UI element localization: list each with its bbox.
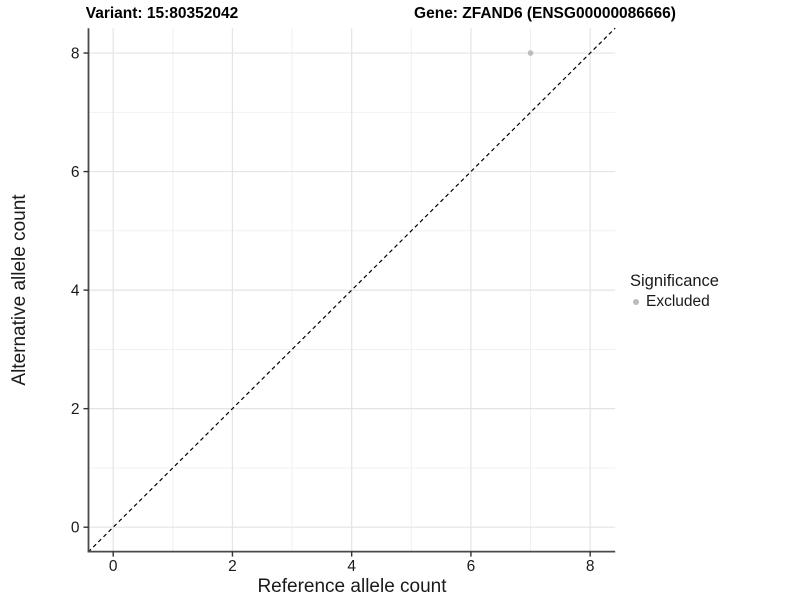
x-tick-label: 4 xyxy=(347,558,356,575)
legend-entry: Excluded xyxy=(633,293,719,311)
plot-title-gene: Gene: ZFAND6 (ENSG00000086666) xyxy=(414,5,676,22)
x-tick-label: 8 xyxy=(586,558,595,575)
y-tick-label: 6 xyxy=(71,164,80,181)
identity-dashed-line xyxy=(87,27,616,553)
y-tick-label: 0 xyxy=(71,520,80,537)
y-tick-label: 2 xyxy=(71,401,80,418)
legend-point-icon xyxy=(633,299,639,305)
legend-entry-label: Excluded xyxy=(646,293,710,310)
y-tick-label: 4 xyxy=(71,283,80,300)
plot-title-variant: Variant: 15:80352042 xyxy=(85,5,239,22)
x-axis-title: Reference allele count xyxy=(257,576,447,597)
x-tick-label: 6 xyxy=(467,558,476,575)
legend: Significance Excluded xyxy=(630,272,719,311)
data-point xyxy=(527,50,534,56)
legend-title: Significance xyxy=(630,272,719,290)
y-tick-label: 8 xyxy=(71,46,80,63)
x-tick-label: 2 xyxy=(228,558,237,575)
x-tick-label: 0 xyxy=(109,558,118,575)
y-axis-title: Alternative allele count xyxy=(9,194,30,386)
